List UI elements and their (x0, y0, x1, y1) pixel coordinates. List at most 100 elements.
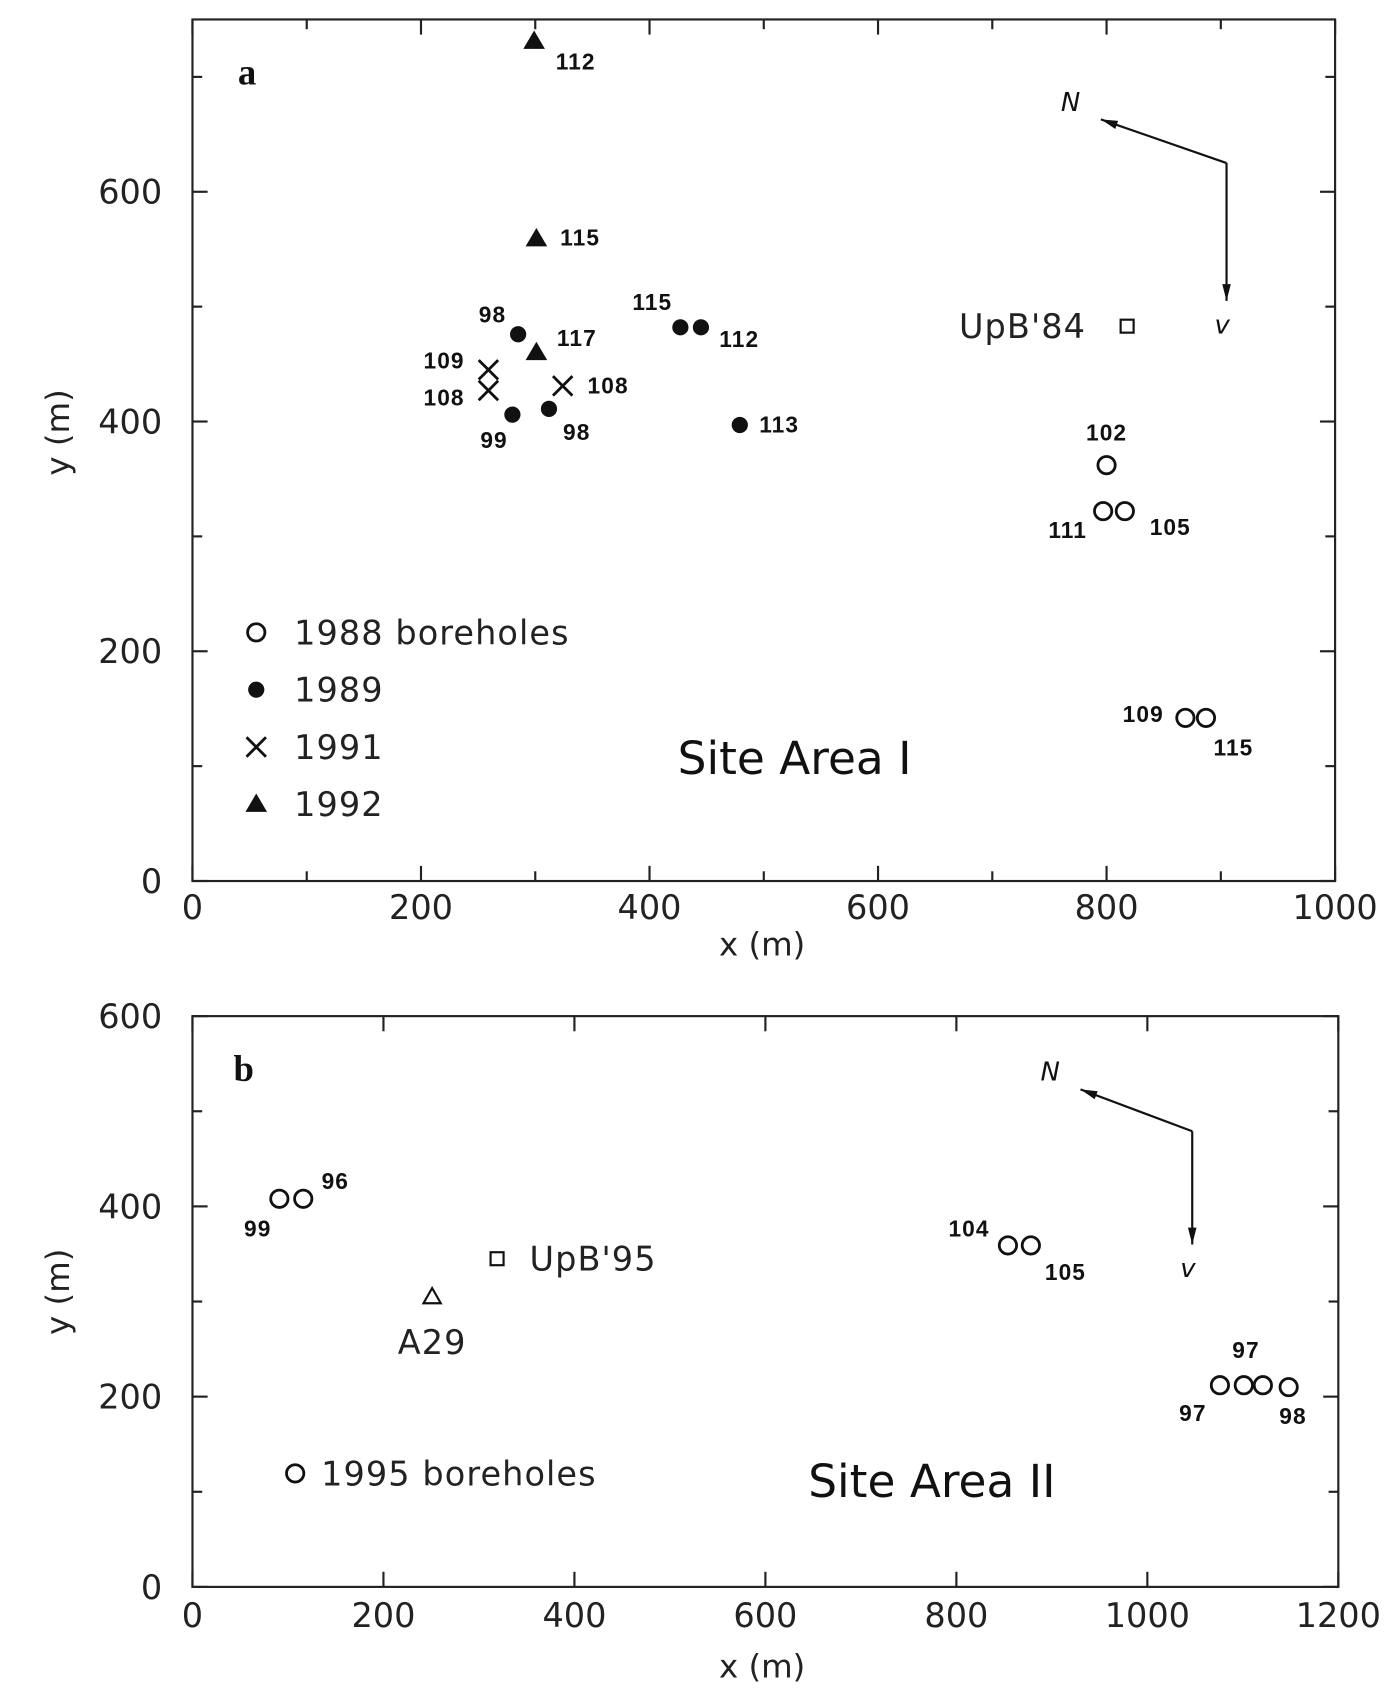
y-tick-label: 400 (98, 1187, 162, 1226)
point-label: 112 (556, 48, 596, 74)
legend-entry: 1991 (294, 728, 384, 767)
legend-marker (248, 681, 265, 698)
x-axis-label: x (m) (719, 1648, 805, 1686)
point-label: 96 (322, 1168, 349, 1194)
borehole-point (692, 319, 710, 336)
reference-marker (489, 1251, 505, 1267)
legend-marker (245, 736, 267, 758)
y-tick-label: 0 (141, 1568, 162, 1607)
x-tick-label: 0 (182, 1596, 203, 1635)
y-tick-label: 200 (98, 1378, 162, 1417)
reference-label: UpB'84 (959, 307, 1086, 346)
x-tick-label: 200 (389, 888, 453, 927)
point-label: 115 (560, 224, 600, 250)
panel-label: b (234, 1048, 254, 1089)
borehole-point (477, 359, 500, 381)
borehole-point (510, 326, 527, 343)
y-tick-label: 200 (98, 632, 162, 671)
x-tick-label: 1000 (1105, 1596, 1190, 1635)
borehole-point (551, 375, 574, 397)
legend-marker (285, 1463, 306, 1484)
borehole-point (504, 406, 521, 423)
x-tick-label: 200 (351, 1596, 415, 1635)
site-area-label: Site Area II (808, 1455, 1055, 1508)
x-tick-label: 600 (733, 1596, 797, 1635)
borehole-point (1195, 707, 1217, 728)
point-label: 99 (244, 1216, 271, 1242)
point-label: 97 (1179, 1400, 1206, 1426)
reference-label: A29 (398, 1323, 467, 1362)
north-arrow-line (1100, 118, 1227, 165)
borehole-point (525, 341, 548, 361)
y-tick-label: 600 (98, 173, 162, 212)
north-arrowhead-icon (1080, 1089, 1098, 1100)
series-1991: 109 108 108 (424, 348, 629, 411)
borehole-point (525, 228, 548, 247)
borehole-point (1020, 1235, 1041, 1256)
y-axis-label: y (m) (39, 1249, 77, 1335)
point-label: 105 (1150, 514, 1191, 540)
borehole-point (1093, 501, 1114, 522)
point-label: 115 (632, 289, 672, 315)
borehole-point (1096, 455, 1117, 476)
legend-entry: 1988 boreholes (294, 613, 570, 652)
borehole-point (731, 416, 748, 434)
reference-marker (421, 1285, 443, 1305)
point-label: 98 (479, 301, 506, 327)
point-label: 102 (1086, 419, 1127, 445)
north-arrowhead-icon (1100, 119, 1119, 129)
borehole-point (269, 1188, 290, 1209)
point-label: 117 (557, 325, 597, 351)
borehole-point (540, 400, 558, 417)
x-tick-label: 600 (846, 888, 910, 927)
plot-frame (191, 1015, 1340, 1588)
legend-entry: 1995 boreholes (321, 1454, 597, 1493)
legend-marker (245, 793, 268, 812)
borehole-point (1278, 1377, 1299, 1398)
point-label: 111 (1048, 517, 1087, 543)
series-1992: 112 115 117 (523, 30, 600, 361)
series-1988-boreholes: 102 111 105 109 115 (1048, 419, 1254, 761)
y-tick-label: 400 (98, 402, 162, 441)
x-tick-label: 800 (1075, 888, 1139, 927)
borehole-point (1114, 501, 1135, 522)
point-label: 98 (563, 419, 590, 445)
borehole-point (997, 1235, 1018, 1256)
point-label: 105 (1045, 1259, 1086, 1285)
panel-b: 0 200 400 600 800 1000 1200 0 200 400 600 x (m) y (m… (39, 997, 1381, 1686)
point-label: 109 (424, 348, 465, 374)
point-label: 108 (588, 372, 629, 398)
point-label: 104 (948, 1216, 989, 1242)
x-tick-label: 400 (618, 888, 682, 927)
point-label: 113 (759, 412, 799, 438)
point-label: 108 (424, 385, 465, 411)
flow-arrowhead-icon (1187, 1227, 1197, 1245)
x-tick-label: 0 (182, 888, 203, 927)
y-axis-label: y (m) (39, 389, 77, 475)
borehole-point (1252, 1375, 1273, 1396)
borehole-point (672, 319, 689, 336)
flow-arrowhead-icon (1222, 284, 1231, 301)
borehole-point (523, 30, 545, 49)
panel-a: 0 200 400 600 800 1000 0 200 400 600 x (m) y (m) a Si… (39, 18, 1378, 964)
point-label: 97 (1232, 1337, 1259, 1363)
point-label: 112 (719, 326, 759, 352)
y-tick-label: 600 (98, 997, 162, 1036)
x-tick-label: 1200 (1296, 1596, 1381, 1635)
point-label: 99 (480, 427, 507, 453)
series-1995-boreholes: 99 96 104 105 97 97 98 (244, 1168, 1306, 1429)
borehole-point (477, 379, 500, 402)
legend-marker (246, 622, 267, 643)
borehole-point (1175, 707, 1196, 728)
flow-label: v (1215, 310, 1231, 340)
borehole-point (1209, 1375, 1230, 1396)
point-label: 115 (1214, 735, 1254, 761)
north-label: N (1061, 88, 1080, 118)
reference-label: UpB'95 (530, 1240, 657, 1279)
north-arrow-line (1080, 1088, 1193, 1133)
legend-entry: 1989 (294, 671, 384, 710)
reference-marker (1119, 318, 1135, 334)
legend-entry: 1992 (294, 785, 384, 824)
